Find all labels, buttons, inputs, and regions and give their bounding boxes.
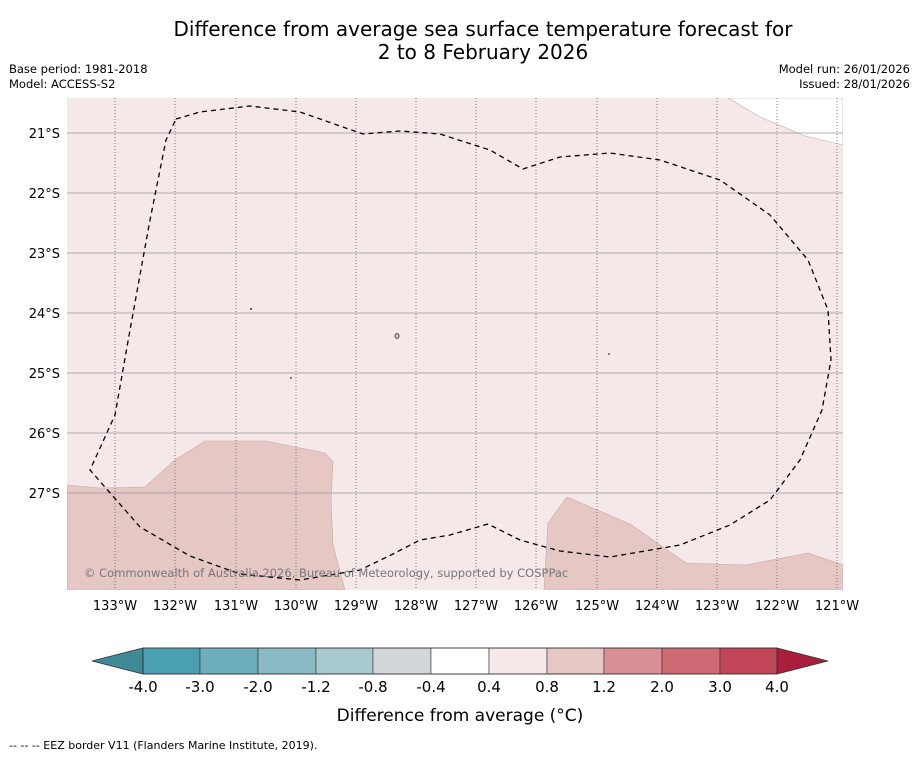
title-line-1: Difference from average sea surface temp… (173, 17, 793, 41)
lat-gridlines (67, 132, 843, 494)
colorbar-segment (488, 647, 548, 675)
colorbar-segment (257, 647, 317, 675)
model-run: Model run: 26/01/2026 (778, 62, 910, 76)
colorbar-tick-label: -1.2 (301, 678, 330, 696)
anomaly-region-0.8-1.2 (543, 496, 843, 590)
lon-label: 126°W (514, 599, 558, 614)
colorbar-tick-label: 2.0 (650, 678, 674, 696)
colorbar-segment (372, 647, 432, 675)
lon-label: 132°W (153, 599, 197, 614)
lon-label: 125°W (575, 599, 619, 614)
colorbar-segment (719, 647, 778, 675)
latitude-labels: 21°S 22°S 23°S 24°S 25°S 26°S 27°S (29, 127, 60, 502)
colorbar-over-arrow (776, 647, 829, 675)
lon-label: 131°W (214, 599, 258, 614)
lon-label: 124°W (635, 599, 679, 614)
lon-label: 128°W (394, 599, 438, 614)
colorbar-tick-label: -4.0 (128, 678, 157, 696)
meta-right: Model run: 26/01/2026 Issued: 28/01/2026 (779, 62, 910, 92)
lat-label: 24°S (29, 307, 60, 322)
model-name: Model: ACCESS-S2 (9, 77, 116, 91)
lat-label: 25°S (29, 367, 60, 382)
colorbar-tick-labels: -4.0 -3.0 -2.0 -1.2 -0.8 -0.4 0.4 0.8 1.2 2.0 3.0 4… (128, 678, 789, 696)
colorbar-tick-label: 0.4 (477, 678, 501, 696)
islands (250, 308, 610, 379)
colorbar-segment (430, 647, 490, 675)
colorbar-tick-label: -3.0 (185, 678, 214, 696)
colorbar-segment (142, 647, 201, 675)
lon-gridlines (114, 98, 838, 590)
anomaly-region-0.8-1.2 (67, 440, 346, 590)
colorbar-label: Difference from average (°C) (337, 706, 584, 726)
lat-label: 21°S (29, 127, 60, 142)
issued-date: Issued: 28/01/2026 (799, 77, 910, 91)
meta-left: Base period: 1981-2018 Model: ACCESS-S2 (9, 62, 148, 92)
longitude-labels: 133°W 132°W 131°W 130°W 129°W 128°W 127°W 126°W… (93, 599, 859, 614)
colorbar-frame (142, 647, 778, 675)
colorbar-tick-label: -2.0 (243, 678, 272, 696)
lon-label: 129°W (334, 599, 378, 614)
copyright-notice: © Commonwealth of Australia 2026, Bureau… (84, 566, 568, 580)
colorbar-segments (142, 647, 778, 675)
lon-label: 127°W (454, 599, 498, 614)
colorbar-tick-label: -0.4 (416, 678, 445, 696)
base-period: Base period: 1981-2018 (9, 62, 148, 76)
colorbar-tick-label: -0.8 (358, 678, 387, 696)
lat-label: 23°S (29, 247, 60, 262)
title-line-2: 2 to 8 February 2026 (377, 40, 589, 64)
lat-label: 26°S (29, 427, 60, 442)
colorbar-segment (603, 647, 663, 675)
lon-label: 123°W (695, 599, 739, 614)
colorbar-tick-label: 1.2 (592, 678, 616, 696)
colorbar-tick-label: 0.8 (535, 678, 559, 696)
lon-label: 130°W (274, 599, 318, 614)
map-title: Difference from average sea surface temp… (0, 18, 919, 64)
colorbar-tick-label: 4.0 (765, 678, 789, 696)
map-plot-area: © Commonwealth of Australia 2026, Bureau… (67, 98, 843, 590)
colorbar-segment (199, 647, 259, 675)
eez-footnote: -- -- -- EEZ border V11 (Flanders Marine… (9, 739, 318, 752)
lon-label: 121°W (815, 599, 859, 614)
colorbar-tick-label: 3.0 (708, 678, 732, 696)
colorbar-under-arrow (91, 647, 144, 675)
colorbar-legend: -4.0 -3.0 -2.0 -1.2 -0.8 -0.4 0.4 0.8 1.2 2.0 3.0 4… (91, 647, 829, 726)
colorbar-segment (546, 647, 605, 675)
eez-border (89, 105, 832, 581)
lon-label: 133°W (93, 599, 137, 614)
lon-label: 122°W (755, 599, 799, 614)
lat-label: 27°S (29, 487, 60, 502)
lat-label: 22°S (29, 187, 60, 202)
colorbar-segment (315, 647, 374, 675)
colorbar-segment (661, 647, 721, 675)
